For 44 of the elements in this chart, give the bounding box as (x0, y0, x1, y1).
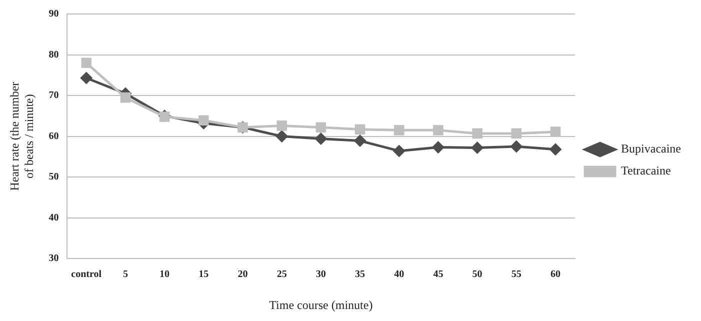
legend-label: Bupivacaine (621, 142, 682, 156)
x-tick-label: 40 (394, 269, 404, 280)
point (81, 58, 92, 68)
point (354, 135, 366, 147)
point (432, 142, 444, 154)
y-tick-label: 70 (48, 90, 59, 102)
y-tick-label: 40 (48, 212, 59, 224)
point (120, 92, 131, 103)
x-tick-label: 60 (550, 269, 560, 280)
point (511, 128, 522, 139)
point (316, 122, 326, 132)
y-axis-title: Heart rate (the number of beats / minute) (7, 82, 36, 191)
point (198, 115, 209, 126)
x-tick-label: 30 (316, 269, 326, 280)
x-tick-label: 45 (433, 269, 444, 280)
y-tick-label: 60 (48, 130, 59, 142)
x-tick-label: 15 (198, 269, 209, 280)
point (510, 140, 522, 152)
point (472, 142, 484, 154)
x-axis-title: Time course (minute) (269, 298, 373, 312)
x-tick-label: 25 (276, 269, 287, 280)
y-tick-label: 80 (48, 49, 59, 60)
point (354, 124, 366, 135)
y-tick-label: 30 (48, 253, 59, 264)
x-tick-label: 20 (238, 269, 248, 280)
y-tick-label: 50 (48, 172, 59, 183)
point (550, 126, 561, 137)
point (472, 128, 482, 139)
point (550, 144, 562, 156)
point (394, 125, 404, 136)
point (393, 145, 405, 157)
x-tick-label: 10 (160, 269, 170, 280)
x-tick-label: 55 (511, 269, 522, 280)
legend-label: Tetracaine (621, 164, 671, 178)
point (80, 72, 92, 84)
point (433, 125, 444, 136)
x-tick-label: 50 (472, 269, 482, 280)
point (315, 132, 327, 144)
point (276, 130, 288, 142)
x-tick-label: control (71, 269, 102, 280)
x-tick-label: 5 (122, 269, 128, 280)
x-tick-label: 35 (355, 269, 366, 280)
point (276, 120, 287, 131)
y-tick-label: 90 (48, 8, 59, 20)
